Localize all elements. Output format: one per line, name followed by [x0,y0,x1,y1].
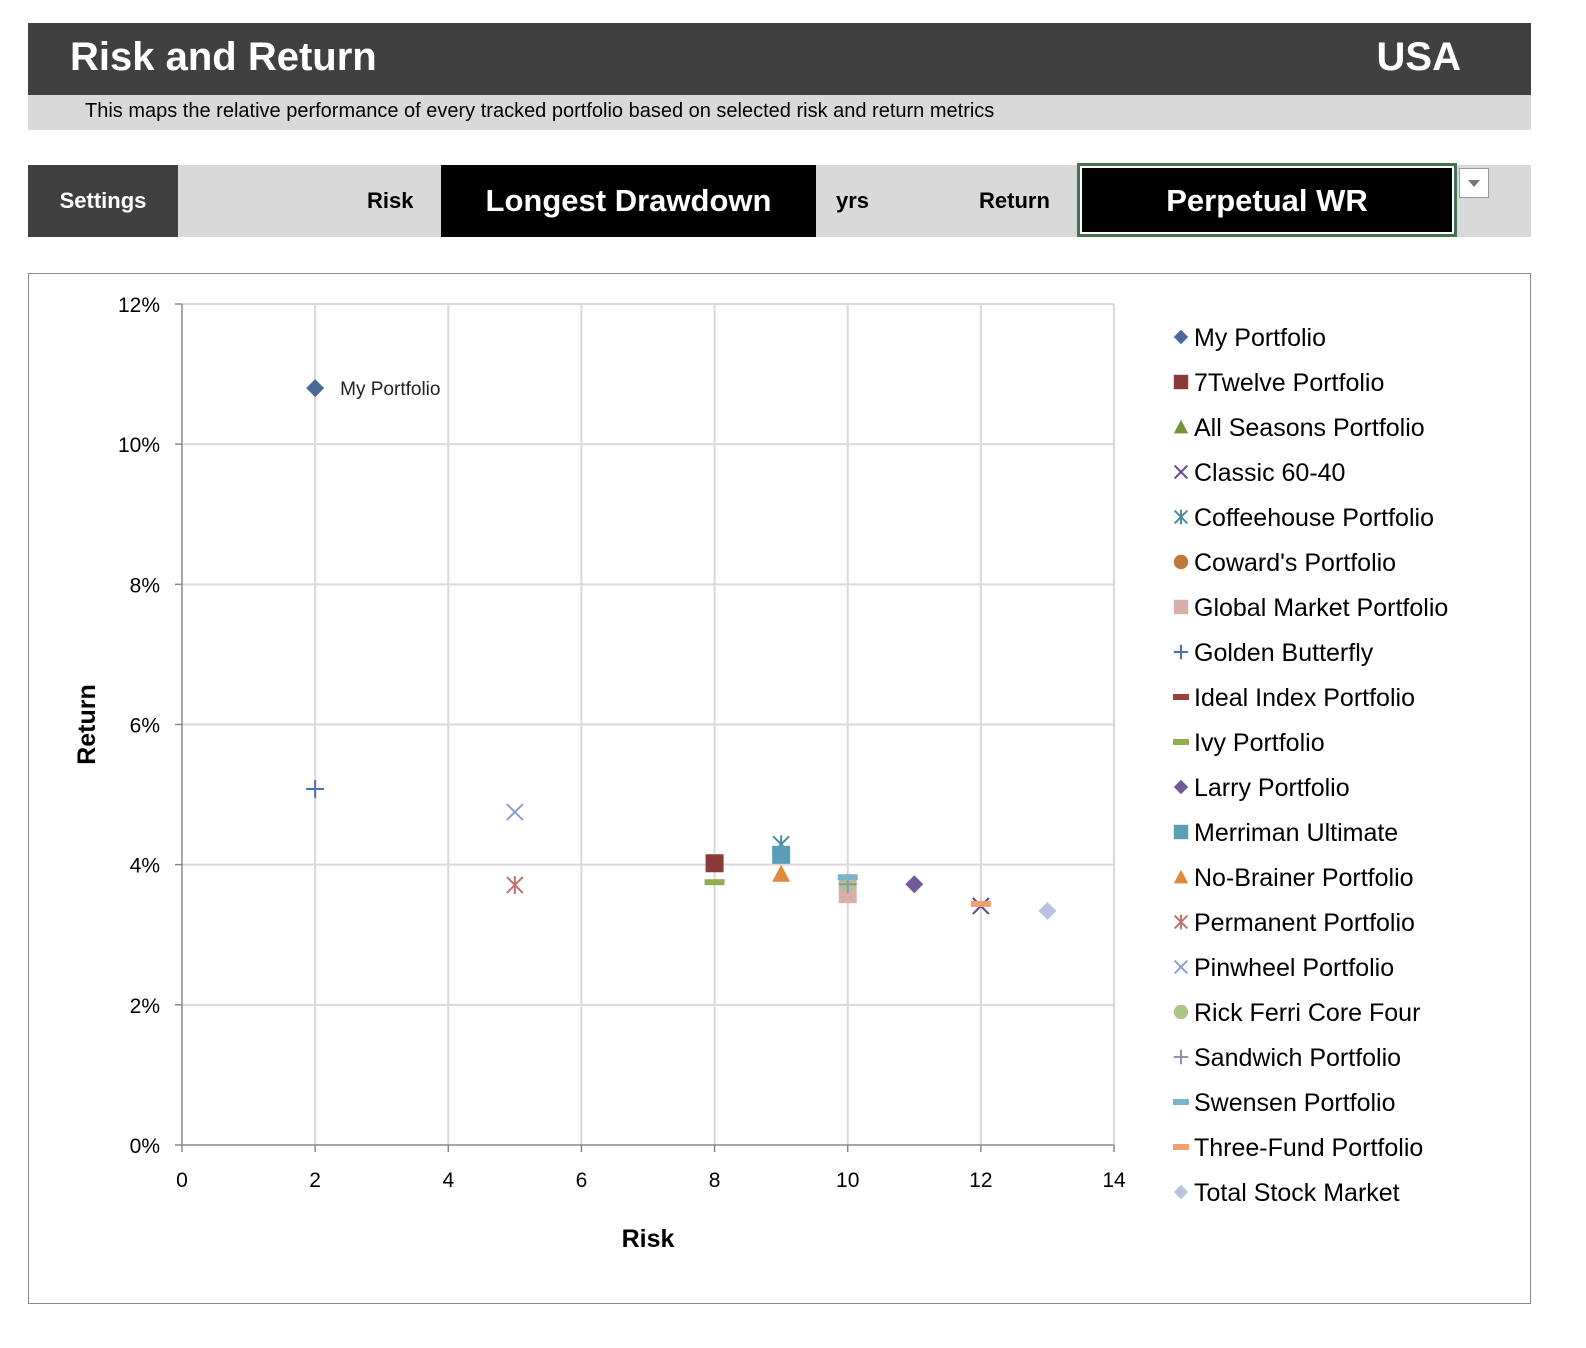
legend-marker [1173,644,1189,660]
data-point-ivy-portfolio [704,879,725,886]
legend-marker [1173,419,1189,434]
return-select[interactable]: Perpetual WR [1077,163,1457,237]
y-tick-label: 6% [130,715,160,738]
chart-svg: 0 2 4 6 8 10 12 14 0% 2% 4% 6% 8% 10% 12% Risk Return My … [73,294,1448,1253]
data-label: My Portfolio [340,379,440,400]
subtitle: This maps the relative performance of ev… [85,100,995,122]
legend-marker [1173,329,1189,345]
risk-unit: yrs [836,188,870,213]
legend-marker [1173,374,1189,390]
x-tick-label: 6 [576,1169,588,1192]
legend-marker [1173,914,1189,930]
legend-entry: Golden Butterfly [1194,639,1374,667]
legend-entry: Coffeehouse Portfolio [1194,504,1434,532]
legend-entry: Classic 60-40 [1194,459,1345,487]
y-tick-label: 12% [118,294,160,317]
data-point-swensen-portfolio [837,874,858,881]
risk-label: Risk [367,188,414,213]
data-point-pinwheel-portfolio [506,803,524,821]
data-point-my-portfolio [306,379,325,398]
y-axis-label: Return [73,684,101,765]
legend-marker [1173,869,1189,884]
data-point-larry-portfolio [905,875,924,894]
legend-entry: Swensen Portfolio [1194,1089,1396,1117]
legend-marker [1173,1184,1189,1200]
data-point-golden-butterfly [306,779,325,798]
return-label: Return [979,188,1050,213]
y-tick-label: 0% [130,1135,160,1158]
y-tick-label: 10% [118,434,160,457]
x-tick-label: 10 [836,1169,859,1192]
legend-entry: Ideal Index Portfolio [1194,684,1415,712]
legend-marker [1173,1049,1189,1065]
legend-entry: Permanent Portfolio [1194,909,1415,937]
legend-entry: Coward's Portfolio [1194,549,1396,577]
legend-marker [1173,824,1189,840]
data-point-7twelve-portfolio [705,854,724,873]
legend-entry: Sandwich Portfolio [1194,1044,1401,1072]
settings-bar: Settings Risk Longest Drawdown yrs Retur… [28,163,1531,237]
legend-entry: No-Brainer Portfolio [1194,864,1414,892]
legend-marker [1173,599,1189,615]
x-tick-label: 0 [176,1169,188,1192]
legend-marker [1173,509,1189,525]
x-tick-label: 12 [969,1169,992,1192]
legend-marker [1173,1144,1189,1150]
x-tick-label: 14 [1102,1169,1126,1192]
legend-entry: Ivy Portfolio [1194,729,1325,757]
country-label: USA [1376,35,1461,79]
legend-marker [1173,464,1189,480]
data-point-permanent-portfolio [506,875,524,894]
x-tick-label: 4 [442,1169,454,1192]
data-point-three-fund-portfolio [970,900,991,907]
legend-entry: Merriman Ultimate [1194,819,1398,847]
legend-marker [1173,959,1189,975]
legend-entry: 7Twelve Portfolio [1194,369,1384,397]
legend-marker [1173,1099,1189,1105]
data-point-no-brainer-portfolio [772,864,791,882]
y-tick-label: 8% [130,574,160,597]
legend-marker [1173,694,1189,700]
header-bar: Risk and Return USA [28,23,1531,95]
data-point-total-stock-market [1038,901,1057,920]
legend-entry: All Seasons Portfolio [1194,414,1425,442]
y-tick-label: 2% [130,995,160,1018]
data-point-merriman-ultimate [772,845,791,864]
legend-marker [1173,554,1189,570]
legend-entry: Total Stock Market [1194,1179,1400,1207]
legend-entry: Rick Ferri Core Four [1194,999,1420,1027]
page-title: Risk and Return [70,35,377,79]
legend-entry: Three-Fund Portfolio [1194,1134,1423,1162]
legend-marker [1173,1004,1189,1020]
settings-label: Settings [28,165,178,237]
x-axis-label: Risk [622,1225,675,1253]
subtitle-bar: This maps the relative performance of ev… [28,95,1531,130]
x-tick-label: 8 [709,1169,721,1192]
risk-select[interactable]: Longest Drawdown [441,165,816,237]
legend-entry: Larry Portfolio [1194,774,1350,802]
legend-entry: Pinwheel Portfolio [1194,954,1394,982]
legend-marker [1173,779,1189,795]
x-tick-label: 2 [309,1169,321,1192]
scatter-chart: 0 2 4 6 8 10 12 14 0% 2% 4% 6% 8% 10% 12% Risk Return My … [28,273,1531,1304]
dropdown-arrow-button[interactable] [1459,168,1489,198]
legend-entry: Global Market Portfolio [1194,594,1448,622]
legend-entry: My Portfolio [1194,324,1326,352]
y-tick-label: 4% [130,855,160,878]
legend-marker [1173,739,1189,745]
